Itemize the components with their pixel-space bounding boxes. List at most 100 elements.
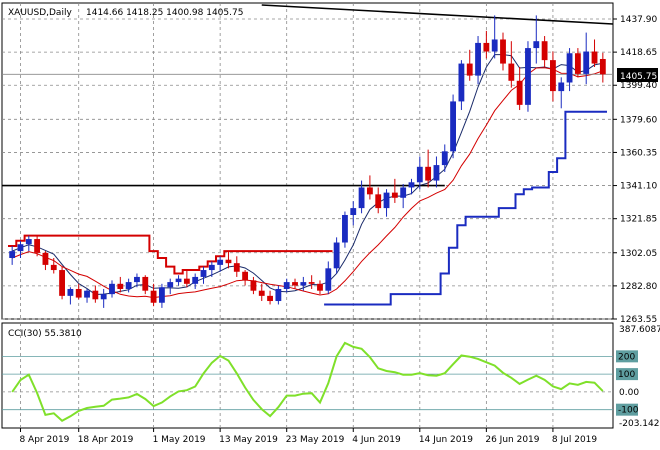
time-tick-label: 13 May 2019 [219, 435, 278, 445]
candle-body [84, 290, 90, 298]
time-tick-label: 23 May 2019 [286, 435, 345, 445]
candle-body [425, 166, 432, 181]
candle-body [217, 259, 224, 265]
cci-label: CCI(30) 55.3810 [8, 329, 82, 339]
cci-level-badge [616, 403, 638, 416]
candle-body [350, 208, 357, 215]
candle-body [142, 276, 149, 291]
trendline-upper [261, 4, 614, 25]
price-tick-label: 1321.85 [620, 215, 657, 225]
candle-body [75, 288, 82, 298]
candle-body [533, 41, 540, 49]
candle-body [67, 288, 74, 296]
candle-body [158, 287, 165, 303]
candle-body [100, 294, 107, 300]
current-price-badge [617, 68, 658, 82]
candle-body [466, 63, 473, 76]
cci-line [11, 341, 604, 423]
candle-body [275, 288, 282, 302]
cci-level-label: 100 [618, 370, 635, 380]
candle-body [525, 48, 531, 105]
candle-body [558, 82, 565, 92]
price-tick-label: 1379.60 [620, 115, 657, 125]
candle-body [583, 51, 590, 74]
candle-body [150, 290, 157, 303]
candle-body [516, 80, 523, 105]
cci-level-label: -100 [618, 406, 639, 416]
candle-body [574, 53, 581, 74]
cci-panel [1, 322, 614, 429]
support-step-line [324, 110, 607, 306]
cci-tick-label: 0.00 [619, 388, 639, 398]
candle-body [433, 165, 440, 181]
candle-body [125, 282, 132, 289]
candle-body [250, 280, 257, 291]
candle-body [134, 276, 140, 283]
candle-body [59, 270, 65, 296]
candle-body [225, 259, 232, 264]
cci-level-badge [616, 350, 638, 363]
price-tick-label: 1437.90 [620, 15, 657, 25]
candle-body [9, 251, 16, 259]
candle-body [283, 282, 290, 289]
candle-body [242, 271, 249, 281]
ohlc-label: 1414.66 1418.25 1400.98 1405.75 [86, 8, 243, 18]
candle-body [308, 282, 315, 284]
candle-body [458, 63, 465, 102]
candle-body [292, 282, 298, 286]
candle-body [591, 51, 598, 64]
time-tick-label: 18 Apr 2019 [78, 435, 134, 445]
candle-body [200, 270, 207, 277]
candle-body [400, 187, 407, 198]
candle-body [441, 151, 448, 166]
price-tick-label: 1418.65 [620, 48, 657, 58]
candle-body [416, 166, 423, 183]
price-tick-label: 1263.55 [620, 315, 657, 325]
time-tick-label: 14 Jun 2019 [419, 435, 473, 445]
time-tick-label: 26 Jun 2019 [485, 435, 539, 445]
candle-body [117, 283, 124, 289]
candle-body [508, 63, 515, 81]
current-price-value: 1405.75 [620, 72, 657, 82]
candle-body [450, 101, 457, 152]
candle-body [300, 282, 307, 286]
candle-body [599, 58, 606, 75]
resistance-step-line [8, 234, 333, 275]
candle-body [25, 239, 32, 245]
time-tick-label: 4 Jun 2019 [352, 435, 401, 445]
candle-body [175, 278, 182, 283]
candle-body [192, 276, 199, 284]
price-panel [1, 2, 614, 320]
candle-body [541, 41, 548, 61]
candle-body [391, 192, 398, 198]
price-tick-label: 1399.40 [620, 81, 657, 91]
cci-level-badge [616, 368, 638, 381]
candle-body [325, 268, 332, 291]
cci-range-label: -203.1423 [619, 419, 660, 429]
candle-body [167, 282, 174, 288]
time-tick-label: 8 Apr 2019 [19, 435, 69, 445]
candle-body [267, 295, 273, 302]
candle-body [317, 283, 323, 291]
candle-body [383, 192, 390, 209]
candle-body [92, 290, 99, 300]
candle-body [109, 283, 115, 295]
time-tick-label: 1 May 2019 [153, 435, 206, 445]
symbol-label: XAUUSD,Daily [8, 8, 72, 18]
candle-body [500, 39, 506, 64]
candle-body [17, 244, 24, 252]
cci-range-label: 387.6087 [619, 325, 660, 335]
candle-body [475, 42, 481, 76]
price-tick-label: 1282.80 [620, 282, 657, 292]
candle-body [233, 263, 240, 272]
cci-level-label: 200 [618, 352, 635, 362]
candle-body [183, 278, 190, 284]
candle-body [50, 264, 57, 271]
price-tick-label: 1341.10 [620, 182, 657, 192]
price-tick-label: 1360.35 [620, 148, 657, 158]
candle-body [408, 182, 415, 188]
candle-body [375, 194, 382, 209]
candle-body [491, 39, 498, 52]
candle-body [366, 187, 373, 195]
